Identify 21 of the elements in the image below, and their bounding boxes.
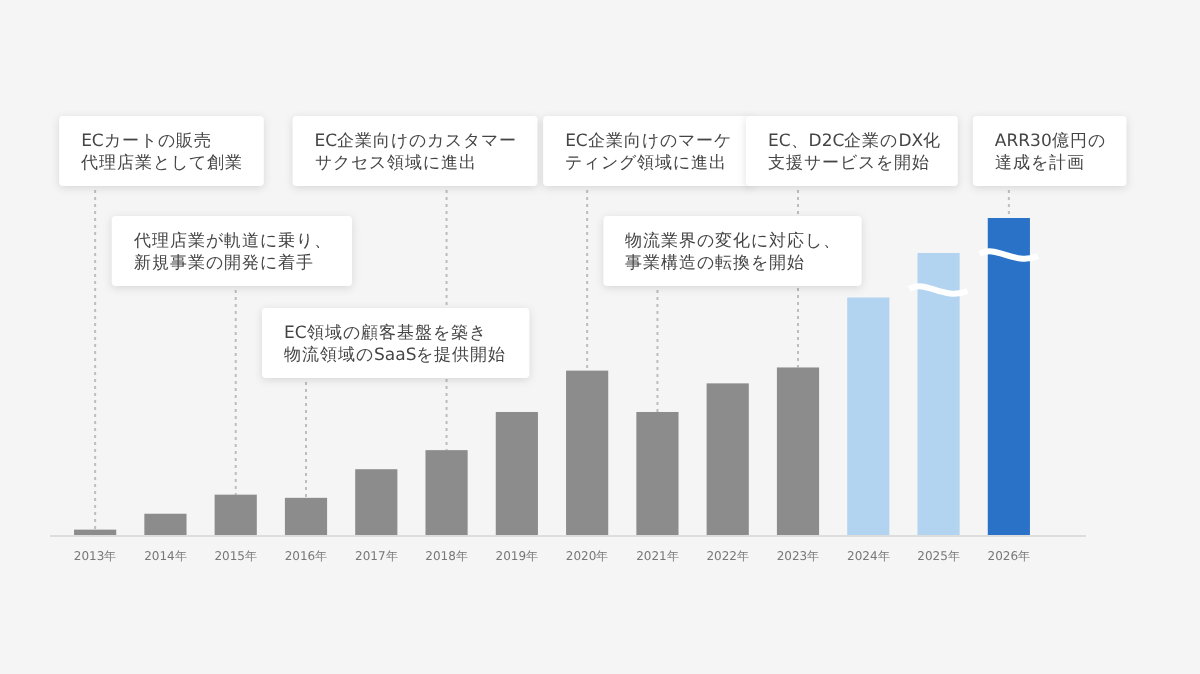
bar: [776, 367, 820, 536]
bar: [706, 383, 749, 536]
bar: [636, 411, 679, 536]
text: EC企業向けのカスタマーサクセス領域に進出: [314, 130, 518, 174]
annotation: 物流業界の変化に対応し、事業構造の転換を開始: [625, 230, 842, 274]
annotation: EC、D2C企業のDX化支援サービスを開始: [768, 130, 942, 174]
bar: [566, 370, 609, 536]
bar: [144, 513, 187, 536]
bar: [847, 297, 890, 536]
annotation: 代理店業が軌道に乗り、新規事業の開発に着手: [131, 230, 332, 274]
annotation: EC領域の顧客基盤を築き物流領域のSaaSを提供開始: [284, 322, 507, 366]
annotation: EC企業向けのマーケティング領域に進出: [565, 130, 732, 174]
bar: [284, 497, 328, 536]
bar: [917, 252, 960, 536]
bar: [495, 411, 538, 536]
annotation: ARR30億円の達成を計画: [994, 130, 1106, 174]
text: ECカートの販売代理店業として創業: [79, 130, 244, 174]
bar: [214, 494, 257, 536]
bar: [987, 218, 1030, 536]
bar: [355, 469, 398, 536]
bar: [425, 450, 468, 536]
